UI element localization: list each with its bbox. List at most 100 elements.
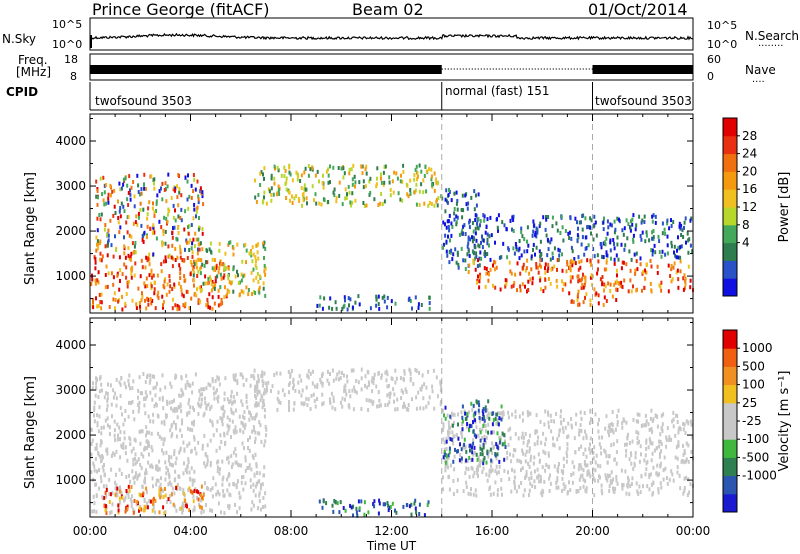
data-pixel xyxy=(109,193,112,198)
data-pixel xyxy=(513,484,516,488)
data-pixel xyxy=(252,482,255,487)
data-pixel xyxy=(597,259,600,264)
data-pixel xyxy=(291,178,294,183)
data-pixel xyxy=(364,184,367,189)
data-pixel xyxy=(140,191,143,196)
data-pixel xyxy=(638,439,640,444)
data-pixel xyxy=(168,475,171,480)
data-pixel xyxy=(624,442,626,447)
data-pixel xyxy=(258,493,261,498)
data-pixel xyxy=(193,207,196,212)
data-pixel xyxy=(613,261,616,266)
data-pixel xyxy=(363,500,366,505)
data-pixel xyxy=(101,455,104,460)
data-pixel xyxy=(233,482,236,487)
data-pixel xyxy=(516,458,519,463)
data-pixel xyxy=(553,419,555,424)
data-pixel xyxy=(497,470,500,475)
data-pixel xyxy=(478,415,481,420)
data-pixel xyxy=(474,218,477,222)
data-pixel xyxy=(118,486,121,491)
data-pixel xyxy=(481,409,484,414)
data-pixel xyxy=(117,510,120,515)
data-pixel xyxy=(127,214,130,219)
data-pixel xyxy=(153,177,156,182)
data-pixel xyxy=(477,274,479,279)
data-pixel xyxy=(246,466,249,470)
data-pixel xyxy=(217,303,220,308)
data-pixel xyxy=(95,386,98,391)
data-pixel xyxy=(386,295,389,300)
data-pixel xyxy=(486,232,489,237)
data-pixel xyxy=(611,294,614,299)
data-pixel xyxy=(112,275,115,280)
data-pixel xyxy=(314,404,317,409)
data-pixel xyxy=(352,513,354,518)
data-pixel xyxy=(285,176,288,181)
data-pixel xyxy=(584,447,587,452)
data-pixel xyxy=(239,428,242,433)
data-pixel xyxy=(468,443,471,448)
y-tick-label: 1000 xyxy=(55,473,86,487)
data-pixel xyxy=(404,387,407,392)
data-pixel xyxy=(200,258,203,263)
data-pixel xyxy=(556,284,559,289)
data-pixel xyxy=(153,186,156,191)
data-pixel xyxy=(186,197,189,202)
data-pixel xyxy=(684,431,687,435)
data-pixel xyxy=(257,193,260,197)
data-pixel xyxy=(103,503,106,508)
data-pixel xyxy=(504,439,506,444)
data-pixel xyxy=(338,510,341,515)
data-pixel xyxy=(507,410,510,415)
colorbar-cell xyxy=(723,153,737,172)
data-pixel xyxy=(473,207,476,212)
data-pixel xyxy=(158,467,161,472)
data-pixel xyxy=(127,280,130,285)
data-pixel xyxy=(257,288,260,293)
data-pixel xyxy=(250,413,252,418)
data-pixel xyxy=(602,241,605,246)
data-pixel xyxy=(256,392,259,397)
data-pixel xyxy=(455,190,458,195)
data-pixel xyxy=(120,376,123,381)
x-tick-label: 00:00 xyxy=(73,524,108,538)
data-pixel xyxy=(311,381,314,386)
data-pixel xyxy=(145,235,148,240)
data-pixel xyxy=(114,438,117,442)
data-pixel xyxy=(162,259,165,264)
data-pixel xyxy=(574,261,577,266)
data-pixel xyxy=(182,294,185,299)
data-pixel xyxy=(603,448,606,453)
data-pixel xyxy=(175,456,178,461)
data-pixel xyxy=(128,436,131,440)
data-pixel xyxy=(571,249,574,254)
data-pixel xyxy=(126,504,129,509)
data-pixel xyxy=(241,421,244,426)
data-pixel xyxy=(488,416,491,421)
data-pixel xyxy=(195,237,198,242)
data-pixel xyxy=(196,496,198,500)
data-pixel xyxy=(105,264,108,269)
data-pixel xyxy=(200,505,203,510)
data-pixel xyxy=(598,417,600,422)
data-pixel xyxy=(185,289,188,294)
data-pixel xyxy=(162,228,165,233)
data-pixel xyxy=(174,303,177,308)
data-pixel xyxy=(129,255,132,260)
data-pixel xyxy=(254,195,257,200)
data-pixel xyxy=(564,282,567,287)
data-pixel xyxy=(133,273,136,278)
data-pixel xyxy=(472,413,475,418)
data-pixel xyxy=(119,214,122,219)
data-pixel xyxy=(519,288,522,293)
data-pixel xyxy=(456,250,459,255)
data-pixel xyxy=(654,220,657,225)
data-pixel xyxy=(210,288,213,293)
data-pixel xyxy=(201,231,204,236)
data-pixel xyxy=(615,461,618,466)
data-pixel xyxy=(139,462,142,467)
data-pixel xyxy=(338,377,340,382)
data-pixel xyxy=(110,467,113,472)
data-pixel xyxy=(523,435,525,440)
